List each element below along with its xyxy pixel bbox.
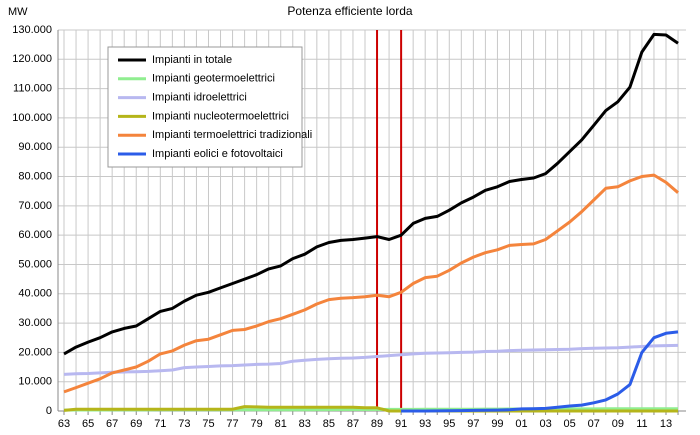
x-tick-label: 79 (251, 418, 263, 430)
x-tick-label: 05 (564, 418, 576, 430)
legend-label: Impianti geotermoelettrici (152, 73, 275, 85)
x-tick-label: 07 (588, 418, 600, 430)
x-tick-label: 93 (419, 418, 431, 430)
legend-label: Impianti eolici e fotovoltaici (152, 148, 283, 160)
series-line (63, 32, 679, 356)
legend-box (107, 46, 303, 168)
y-tick-label: 10.000 (18, 376, 52, 388)
legend-label: Impianti termoelettrici tradizionali (152, 129, 312, 141)
x-tick-label: 97 (467, 418, 479, 430)
series-line (63, 405, 678, 413)
x-tick-label: 11 (636, 418, 647, 430)
series-line (401, 330, 679, 413)
x-tick-label: 91 (395, 418, 407, 430)
chart-title: Potenza efficiente lorda (287, 4, 413, 18)
y-tick-label: 70.000 (18, 200, 52, 212)
y-tick-label: 40.000 (18, 288, 52, 300)
y-tick-label: 20.000 (18, 346, 52, 358)
series-line (63, 173, 679, 394)
x-tick-label: 13 (660, 418, 672, 430)
legend-label: Impianti idroelettrici (152, 92, 247, 104)
x-tick-label: 87 (347, 418, 359, 430)
y-tick-label: 50.000 (18, 258, 52, 270)
y-tick-label: 90.000 (18, 141, 52, 153)
x-tick-label: 09 (612, 418, 624, 430)
x-tick-label: 77 (226, 418, 238, 430)
legend-label: Impianti in totale (152, 54, 232, 66)
x-tick-label: 65 (82, 418, 94, 430)
x-tick-label: 95 (443, 418, 455, 430)
x-tick-label: 73 (178, 418, 190, 430)
y-tick-label: 0 (46, 405, 52, 417)
x-tick-label: 67 (106, 418, 118, 430)
y-tick-label: 110.000 (13, 83, 52, 95)
y-tick-label: 120.000 (12, 53, 52, 65)
x-tick-label: 99 (491, 418, 503, 430)
x-tick-label: 75 (202, 418, 214, 430)
legend-label: Impianti nucleotermoelettrici (152, 110, 289, 122)
y-tick-label: 130.000 (12, 24, 52, 36)
y-tick-label: 30.000 (18, 317, 52, 329)
y-tick-label: 80.000 (18, 170, 52, 182)
x-tick-label: 03 (539, 418, 551, 430)
x-tick-label: 63 (58, 418, 70, 430)
x-tick-label: 71 (154, 418, 166, 430)
x-tick-label: 69 (130, 418, 142, 430)
series-line (63, 343, 679, 376)
x-tick-label: 01 (515, 418, 527, 430)
y-tick-label: 60.000 (18, 229, 52, 241)
x-tick-label: 89 (371, 418, 383, 430)
x-tick-label: 81 (275, 418, 287, 430)
y-tick-label: 100.000 (12, 112, 52, 124)
x-tick-label: 85 (323, 418, 335, 430)
x-tick-label: 83 (299, 418, 311, 430)
y-axis-label: MW (8, 6, 28, 18)
